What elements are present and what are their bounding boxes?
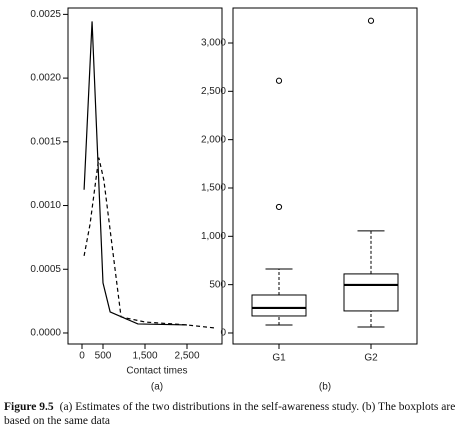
y-tick-label: 500: [209, 279, 226, 290]
outlier: [275, 77, 283, 84]
y-tick-label: 0.0020: [30, 73, 61, 84]
y-tick-label: 3,000: [201, 38, 226, 49]
panel-label: (b): [319, 382, 331, 393]
density-line: [83, 21, 188, 326]
x-axis-label: Contact times: [126, 366, 187, 377]
caption-text: (a) Estimates of the two distributions i…: [4, 401, 456, 427]
y-tick-label: 0.0010: [30, 200, 61, 211]
panel-label: (a): [151, 382, 163, 393]
x-tick-label: 2,500: [174, 351, 199, 362]
plot-frame: [67, 7, 223, 345]
x-tick-label: 1,500: [132, 351, 157, 362]
y-tick-label: 0.0015: [30, 136, 61, 147]
y-tick-label: 0.0000: [30, 328, 61, 339]
y-tick-label: 0.0025: [30, 9, 61, 20]
x-tick-label: 0: [79, 351, 85, 362]
y-tick-label: 2,000: [201, 134, 226, 145]
caption: Figure 9.5 (a) Estimates of the two distr…: [4, 400, 456, 428]
x-tick-label: G1: [272, 353, 286, 364]
y-tick-label: 1,000: [201, 231, 226, 242]
x-tick-label: G2: [364, 353, 378, 364]
density-line: [83, 157, 216, 329]
x-tick-label: 500: [95, 351, 112, 362]
y-tick-label: 2,500: [201, 86, 226, 97]
box: [343, 273, 399, 312]
y-tick-label: 0: [220, 328, 226, 339]
box: [251, 294, 307, 317]
y-tick-label: 0.0005: [30, 264, 61, 275]
y-tick-label: 1,500: [201, 183, 226, 194]
plot-frame: [232, 7, 418, 345]
figure: 0 500 1,500 2,500 Contact times (a) 0.0000 0.00…: [30, 7, 418, 393]
outlier: [275, 203, 283, 211]
caption-label: Figure 9.5: [4, 401, 54, 413]
outlier: [367, 17, 375, 24]
